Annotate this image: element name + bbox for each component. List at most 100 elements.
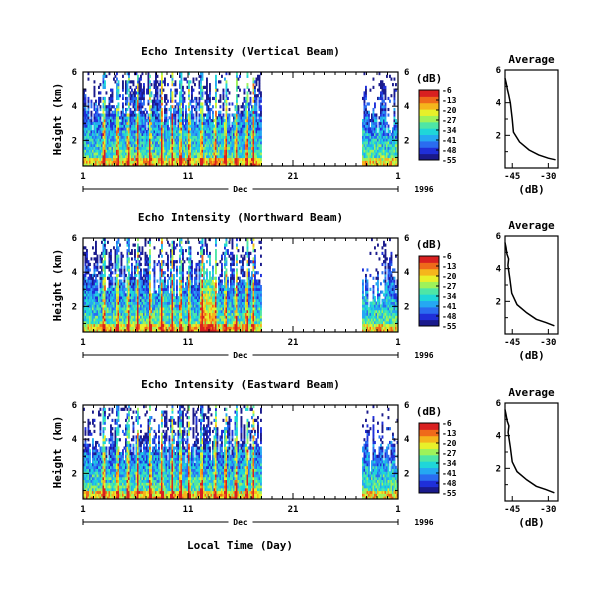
colorbar-swatch	[419, 268, 439, 276]
average-x-tick-label: -45	[504, 338, 520, 348]
colorbar-tick-label: -20	[442, 439, 457, 448]
average-title: Average	[508, 219, 555, 232]
x-tick-label: 21	[288, 338, 299, 348]
colorbar-swatch	[419, 262, 439, 270]
x-tick-label: 1	[395, 172, 400, 182]
colorbar-swatch	[419, 96, 439, 104]
heatmap-cells	[83, 238, 399, 333]
colorbar-swatch	[419, 102, 439, 110]
colorbar-tick-label: -34	[442, 126, 457, 135]
year-label: 1996	[414, 185, 433, 194]
colorbar-tick-label: -27	[442, 116, 457, 125]
y-tick-label: 4	[72, 268, 78, 278]
colorbar-swatch	[419, 486, 439, 494]
average-profile-line	[504, 78, 556, 161]
y-axis-label: Height (km)	[51, 249, 64, 322]
colorbar-swatch	[419, 454, 439, 462]
colorbar-tick-label: -41	[442, 469, 457, 478]
colorbar-swatch	[419, 147, 439, 155]
average-title: Average	[508, 386, 555, 399]
y-tick-label-right: 2	[404, 469, 409, 479]
average-y-tick-label: 4	[496, 265, 502, 275]
colorbar-tick-label: -13	[442, 262, 457, 271]
x-tick-label: 1	[80, 338, 85, 348]
colorbar-tick-label: -34	[442, 292, 457, 301]
colorbar-unit: (dB)	[416, 405, 443, 418]
colorbar-tick-label: -55	[442, 156, 457, 165]
average-x-tick-label: -45	[504, 505, 520, 515]
colorbar-swatch	[419, 153, 439, 161]
colorbar-swatch	[419, 429, 439, 437]
colorbar-swatch	[419, 281, 439, 289]
average-x-label: (dB)	[518, 349, 545, 362]
colorbar-tick-label: -20	[442, 272, 457, 281]
y-tick-label-right: 2	[404, 302, 409, 312]
x-axis-label: Local Time (Day)	[187, 539, 293, 552]
colorbar-tick-label: -34	[442, 459, 457, 468]
colorbar-tick-label: -41	[442, 136, 457, 145]
colorbar-tick-label: -48	[442, 479, 457, 488]
colorbar-swatch	[419, 300, 439, 308]
x-tick-label: 11	[183, 172, 194, 182]
colorbar-unit: (dB)	[416, 72, 443, 85]
colorbar-tick-label: -27	[442, 282, 457, 291]
y-axis-label: Height (km)	[51, 83, 64, 156]
panel-title: Echo Intensity (Northward Beam)	[138, 211, 343, 224]
y-tick-label-right: 4	[404, 102, 410, 112]
colorbar-frame	[418, 89, 440, 161]
y-tick-label: 4	[72, 435, 78, 445]
heatmap-cells	[83, 405, 399, 500]
x-tick-label: 21	[288, 172, 299, 182]
average-frame	[504, 235, 559, 335]
colorbar-frame	[418, 255, 440, 327]
average-frame	[504, 402, 559, 502]
y-tick-label: 6	[72, 401, 77, 411]
average-x-tick-label: -45	[504, 172, 520, 182]
month-label-bg	[228, 517, 253, 526]
x-tick-label: 21	[288, 505, 299, 515]
colorbar-swatch	[419, 467, 439, 475]
month-label: Dec	[233, 518, 248, 527]
average-y-tick-label: 6	[496, 232, 501, 242]
colorbar-swatch	[419, 435, 439, 443]
year-label: 1996	[414, 351, 433, 360]
colorbar-tick-label: -55	[442, 322, 457, 331]
colorbar-swatch	[419, 140, 439, 148]
colorbar-swatch	[419, 480, 439, 488]
colorbar-unit: (dB)	[416, 238, 443, 251]
month-label: Dec	[233, 185, 248, 194]
heatmap-cells	[83, 72, 399, 167]
average-y-tick-label: 6	[496, 66, 501, 76]
colorbar-tick-label: -48	[442, 146, 457, 155]
y-axis-label: Height (km)	[51, 416, 64, 489]
colorbar-swatch	[419, 275, 439, 282]
month-label: Dec	[233, 351, 248, 360]
y-tick-label: 2	[72, 136, 77, 146]
average-x-label: (dB)	[518, 516, 545, 529]
average-y-tick-label: 2	[496, 131, 501, 141]
y-tick-label-right: 6	[404, 234, 409, 244]
average-x-tick-label: -30	[540, 505, 556, 515]
average-profile-line	[504, 409, 555, 494]
y-tick-label-right: 6	[404, 68, 409, 78]
colorbar-tick-label: -6	[442, 252, 452, 261]
colorbar-tick-label: -55	[442, 489, 457, 498]
colorbar-swatch	[419, 287, 439, 295]
colorbar-swatch	[419, 115, 439, 123]
colorbar-swatch	[419, 313, 439, 321]
colorbar-swatch	[419, 90, 439, 97]
x-tick-label: 1	[80, 172, 85, 182]
average-x-label: (dB)	[518, 183, 545, 196]
average-x-tick-label: -30	[540, 338, 556, 348]
colorbar-tick-label: -13	[442, 429, 457, 438]
average-y-tick-label: 4	[496, 99, 502, 109]
colorbar-swatch	[419, 121, 439, 129]
colorbar-tick-label: -41	[442, 302, 457, 311]
colorbar-tick-label: -6	[442, 86, 452, 95]
colorbar-swatch	[419, 134, 439, 142]
y-tick-label: 6	[72, 68, 77, 78]
average-y-tick-label: 4	[496, 432, 502, 442]
colorbar-swatch	[419, 128, 439, 136]
y-tick-label: 6	[72, 234, 77, 244]
